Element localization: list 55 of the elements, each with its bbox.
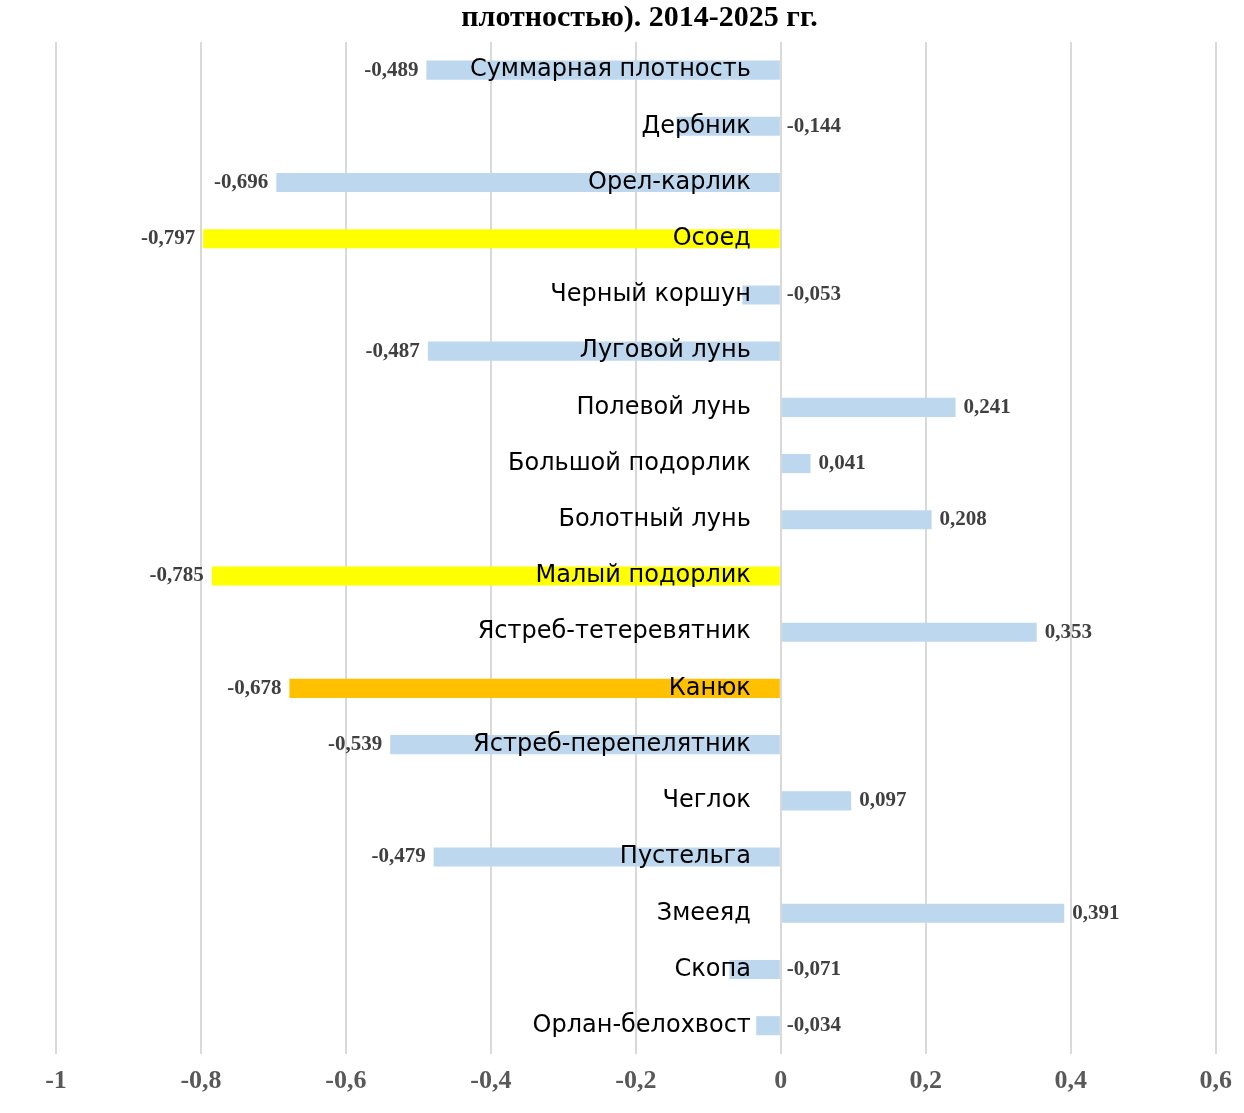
data-label: 0,353 xyxy=(1044,618,1092,643)
x-tick-label: -0,4 xyxy=(470,1065,512,1095)
y-tick-label: Луговой лунь xyxy=(579,335,751,364)
bar xyxy=(756,1016,780,1036)
y-tick-label: Скопа xyxy=(674,953,751,982)
bar xyxy=(781,510,932,530)
y-tick-label: Болотный лунь xyxy=(558,504,751,533)
y-tick-label: Осоед xyxy=(672,222,751,251)
x-tick-label: -0,8 xyxy=(180,1065,222,1095)
x-tick-label: -0,2 xyxy=(615,1065,657,1095)
y-tick-label: Орлан-белохвост xyxy=(532,1009,751,1038)
data-label: -0,053 xyxy=(786,281,842,306)
data-label: 0,097 xyxy=(859,787,907,812)
data-label: -0,144 xyxy=(786,112,842,137)
x-tick-label: 0,4 xyxy=(1054,1065,1088,1095)
y-tick-label: Малый подорлик xyxy=(535,560,751,589)
y-tick-label: Ястреб-перепелятник xyxy=(473,728,751,757)
x-tick-label: -1 xyxy=(45,1065,67,1095)
y-tick-label: Большой подорлик xyxy=(508,447,751,476)
y-tick-label: Пустельга xyxy=(619,841,751,870)
data-label: -0,487 xyxy=(365,337,420,362)
y-tick-label: Черный коршун xyxy=(550,279,751,308)
y-tick-label: Дербник xyxy=(641,110,751,139)
data-label: 0,208 xyxy=(939,506,987,531)
data-label: -0,678 xyxy=(227,674,282,699)
bar xyxy=(203,229,780,249)
y-tick-label: Ястреб-тетеревятник xyxy=(477,616,751,645)
y-tick-label: Полевой лунь xyxy=(576,391,751,420)
data-label: -0,479 xyxy=(371,843,426,868)
y-tick-label: Канюк xyxy=(668,672,751,701)
data-label: -0,797 xyxy=(140,225,196,250)
x-tick-label: 0,2 xyxy=(909,1065,943,1095)
bar xyxy=(289,678,780,698)
bar xyxy=(781,454,811,474)
data-label: -0,696 xyxy=(214,168,269,193)
chart-title: плотностью). 2014-2025 гг. xyxy=(461,0,818,33)
bar xyxy=(781,397,956,417)
bar xyxy=(781,903,1065,923)
data-label: -0,034 xyxy=(786,1012,842,1037)
y-tick-label: Змееяд xyxy=(656,897,751,926)
data-label: -0,785 xyxy=(149,562,204,587)
y-tick-label: Орел-карлик xyxy=(588,166,751,195)
x-tick-label: 0,6 xyxy=(1199,1065,1232,1095)
data-label: -0,489 xyxy=(364,56,419,81)
data-label: 0,041 xyxy=(818,450,866,475)
y-tick-label: Чеглок xyxy=(662,785,751,814)
data-label: 0,241 xyxy=(963,393,1011,418)
x-tick-label: -0,6 xyxy=(325,1065,367,1095)
data-label: -0,071 xyxy=(786,955,842,980)
bar xyxy=(781,791,852,811)
data-label: -0,539 xyxy=(327,731,383,756)
data-label: 0,391 xyxy=(1072,899,1120,924)
y-tick-label: Суммарная плотность xyxy=(469,54,751,83)
x-tick-label: 0 xyxy=(774,1065,788,1095)
bar xyxy=(781,622,1037,642)
